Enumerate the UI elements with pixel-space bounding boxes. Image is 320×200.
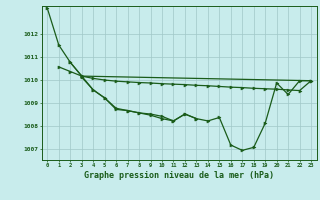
X-axis label: Graphe pression niveau de la mer (hPa): Graphe pression niveau de la mer (hPa)	[84, 171, 274, 180]
